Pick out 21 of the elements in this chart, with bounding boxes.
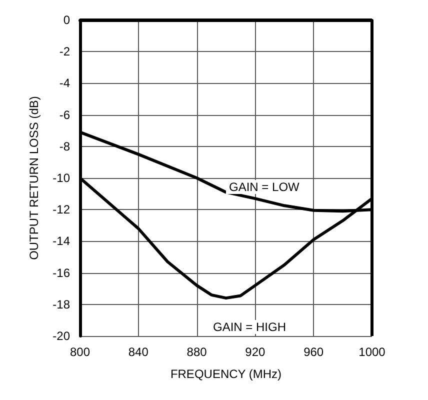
y-tick-label: -2 — [59, 44, 70, 59]
y-tick-label: -6 — [59, 108, 70, 122]
x-tick-label: 840 — [128, 345, 149, 359]
annotation: GAIN = LOW — [229, 180, 300, 194]
y-tick-label: -20 — [52, 329, 70, 343]
x-tick-label: 800 — [70, 345, 90, 359]
x-tick-label: 960 — [304, 345, 324, 359]
x-tick-label: 1000 — [358, 345, 386, 359]
y-tick-label: 0 — [63, 13, 70, 27]
y-tick-label: -8 — [59, 139, 70, 154]
y-axis-title: OUTPUT RETURN LOSS (dB) — [27, 96, 41, 260]
y-tick-label: -10 — [52, 171, 70, 185]
x-axis-title: FREQUENCY (MHz) — [170, 367, 282, 381]
x-tick-label: 880 — [186, 345, 208, 359]
y-tick-label: -12 — [52, 202, 70, 217]
annotation: GAIN = HIGH — [213, 320, 286, 334]
y-tick-label: -14 — [52, 234, 70, 248]
y-tick-label: -18 — [52, 297, 70, 312]
y-tick-label: -4 — [59, 76, 70, 90]
x-tick-label: 920 — [245, 345, 266, 359]
y-tick-label: -16 — [52, 266, 70, 280]
